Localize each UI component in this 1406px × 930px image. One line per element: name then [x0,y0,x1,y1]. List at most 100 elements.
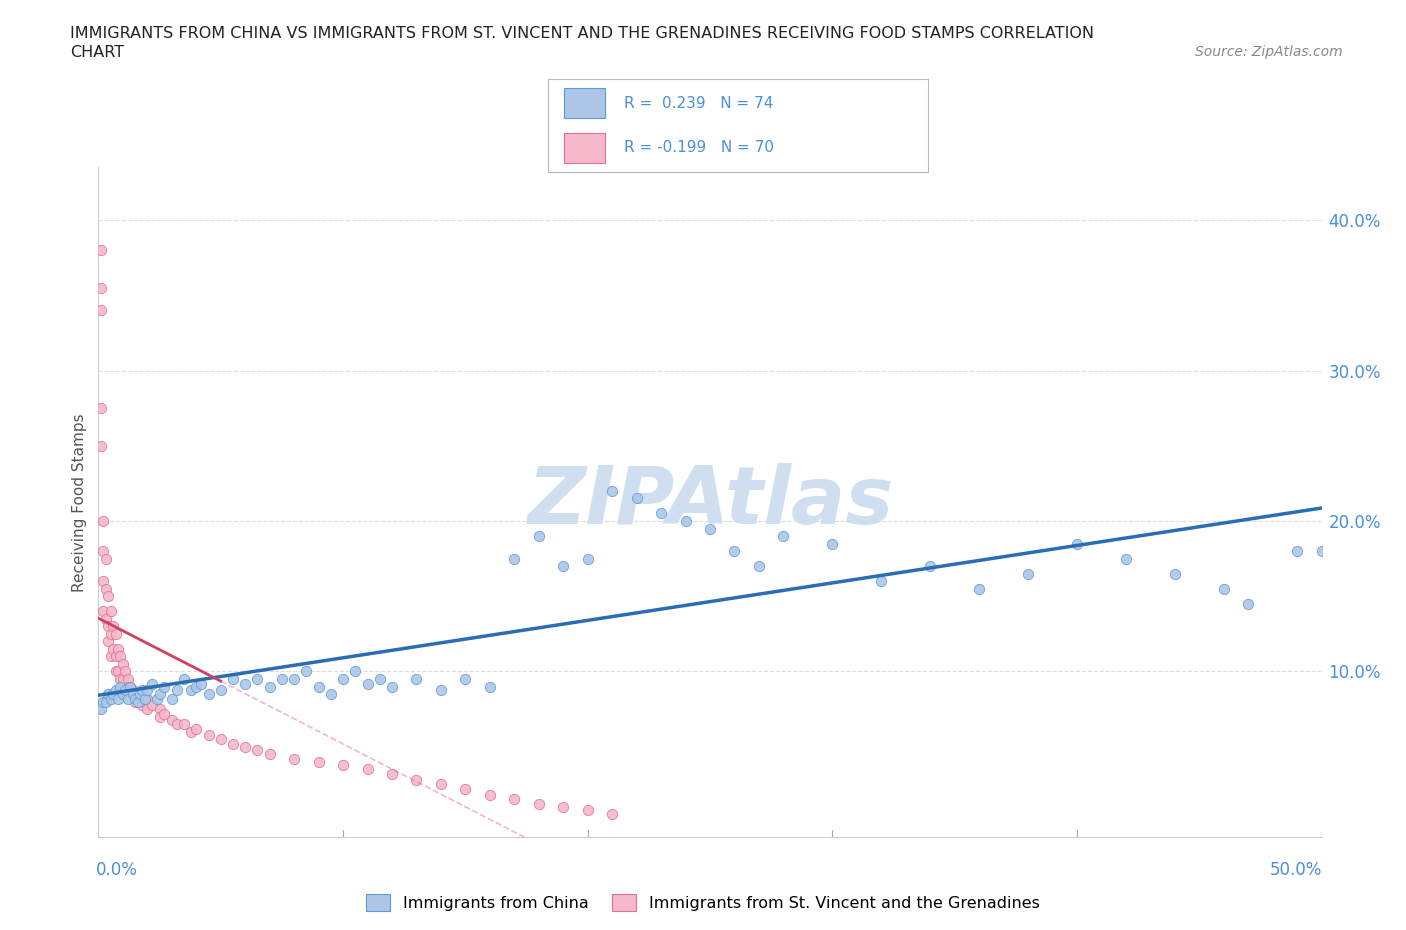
Point [1310,544,1333,559]
Point [129,694,152,709]
Point [160,712,183,727]
Point [90,280,112,295]
Text: 0.0%: 0.0% [96,860,138,879]
Point [381,679,404,694]
Point [233,739,256,754]
Point [90,438,112,453]
Point [100,627,122,642]
Text: CHART: CHART [70,45,124,60]
Point [101,642,124,657]
Point [134,691,156,706]
Point [405,773,427,788]
Point [186,722,208,737]
Point [121,682,143,697]
Point [209,732,232,747]
Text: R = -0.199   N = 70: R = -0.199 N = 70 [624,140,775,155]
Point [131,682,153,697]
Point [553,559,575,574]
Point [127,691,149,706]
Point [107,642,129,657]
Point [94,551,117,566]
Point [127,694,149,709]
Point [430,777,453,791]
Point [120,679,142,694]
Point [283,751,305,766]
Text: IMMIGRANTS FROM CHINA VS IMMIGRANTS FROM ST. VINCENT AND THE GRENADINES RECEIVIN: IMMIGRANTS FROM CHINA VS IMMIGRANTS FROM… [70,26,1094,41]
Point [308,679,330,694]
Point [117,679,139,694]
Point [117,691,139,706]
Point [283,671,305,686]
Point [186,679,208,694]
Point [90,303,112,318]
Point [104,649,127,664]
Text: R =  0.239   N = 74: R = 0.239 N = 74 [624,96,773,111]
Point [259,679,281,694]
Point [149,710,172,724]
Point [675,513,697,528]
Point [332,757,354,772]
Point [173,671,195,686]
Point [270,671,294,686]
Point [97,686,120,701]
Point [129,686,152,701]
Point [101,618,124,633]
Point [1237,596,1260,611]
Text: Source: ZipAtlas.com: Source: ZipAtlas.com [1195,45,1343,59]
Point [920,559,942,574]
Point [405,671,427,686]
Point [107,664,129,679]
Point [104,664,127,679]
Point [94,611,117,626]
Point [149,686,172,701]
Point [209,682,232,697]
Point [246,671,269,686]
Point [319,686,342,701]
Point [124,691,146,706]
Text: ZIPAtlas: ZIPAtlas [527,463,893,541]
Point [576,551,599,566]
Point [90,401,112,416]
Point [197,727,219,742]
Point [100,604,122,618]
Point [121,686,143,701]
Y-axis label: Receiving Food Stamps: Receiving Food Stamps [72,413,87,591]
Point [180,724,202,739]
Point [91,513,114,528]
Point [94,694,117,709]
Point [772,528,794,543]
Point [626,491,648,506]
Point [111,686,134,701]
Point [149,701,172,716]
Point [136,682,159,697]
Point [100,649,122,664]
Point [650,506,672,521]
Point [114,682,136,697]
Point [308,754,330,769]
Point [160,691,183,706]
Point [110,649,132,664]
Legend: Immigrants from China, Immigrants from St. Vincent and the Grenadines: Immigrants from China, Immigrants from S… [360,888,1046,917]
Point [967,581,990,596]
Point [870,574,893,589]
Point [124,694,146,709]
Point [527,528,550,543]
Point [100,691,122,706]
Point [478,679,501,694]
Point [131,698,153,712]
Point [104,627,127,642]
Point [527,796,550,811]
Point [197,686,219,701]
Point [136,701,159,716]
Point [246,742,269,757]
Point [344,664,367,679]
Point [104,682,127,697]
Point [332,671,354,686]
Point [356,762,378,777]
Point [91,604,114,618]
Point [503,551,526,566]
Point [97,618,120,633]
Point [97,634,120,649]
Point [600,807,623,822]
Point [1286,544,1309,559]
